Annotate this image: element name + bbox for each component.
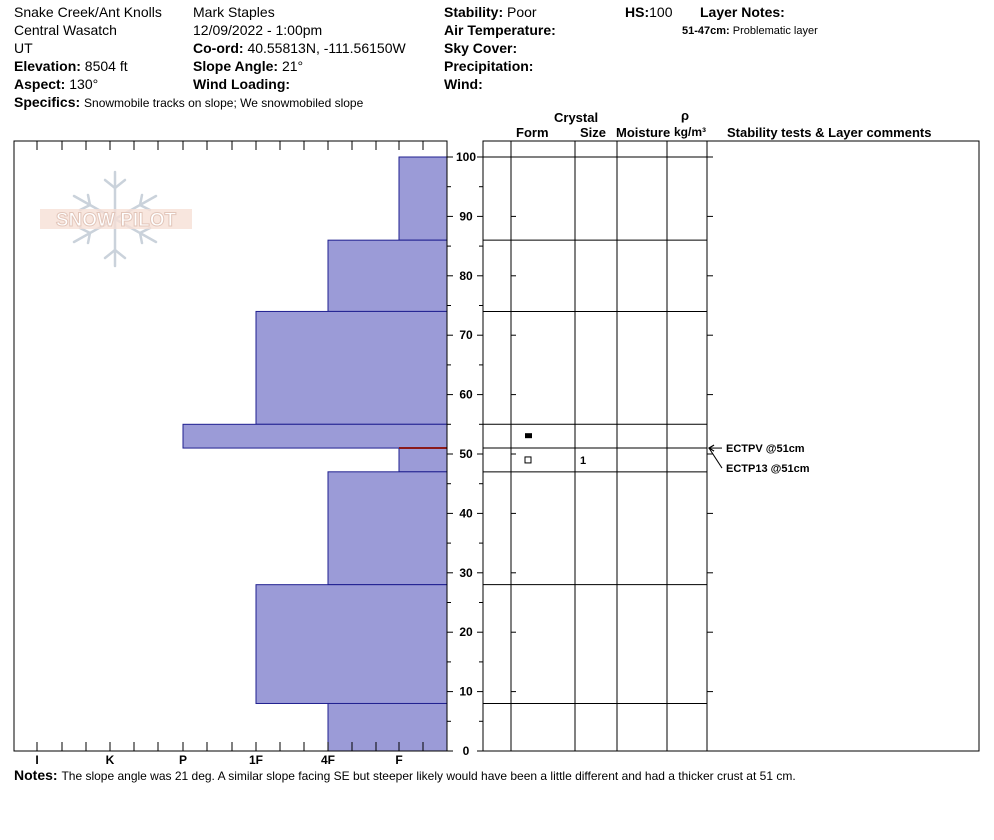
hardness-layer-6 <box>255 584 448 704</box>
hardness-tick-label-1f: 1F <box>249 753 263 767</box>
notes-row: Notes: The slope angle was 21 deg. A sim… <box>14 767 796 784</box>
aspect-label: Aspect: <box>14 76 66 92</box>
specifics-text: Snowmobile tracks on slope; We snowmobil… <box>84 96 364 110</box>
height-tick-label-80: 80 <box>459 269 473 283</box>
stability-test-label-0: ECTPV @51cm <box>726 443 805 455</box>
hardness-layer-2 <box>255 310 448 425</box>
height-axis: 0 10 20 30 40 50 60 70 80 90 100 <box>446 141 483 758</box>
rho-header: ρ <box>681 108 690 123</box>
grain-table: 1 <box>482 140 980 752</box>
hs-value: 100 <box>649 4 673 20</box>
grain-form-symbol-0 <box>525 433 532 439</box>
coord-row: Co-ord: 40.55813N, -111.56150W <box>193 40 406 56</box>
grain-size-1: 1 <box>580 455 586 467</box>
aspect-row: Aspect: 130° <box>14 76 98 92</box>
hardness-layer-7 <box>327 702 448 752</box>
stability-test-leader-1 <box>708 447 723 469</box>
location-name: Snake Creek/Ant Knolls <box>14 4 162 20</box>
hardness-layer-4 <box>398 447 448 473</box>
elevation-value: 8504 ft <box>84 58 128 74</box>
hardness-layer-5 <box>327 471 448 586</box>
slope-label: Slope Angle: <box>193 58 279 74</box>
hs-row: HS:100 <box>625 4 672 20</box>
stability-row: Stability: Poor <box>444 4 537 20</box>
height-tick-label-0: 0 <box>463 744 470 758</box>
notes-label: Notes: <box>14 767 58 783</box>
height-tick-label-10: 10 <box>459 685 473 699</box>
height-tick-label-100: 100 <box>456 150 476 164</box>
coord-value: 40.55813N, -111.56150W <box>247 40 406 56</box>
height-tick-label-70: 70 <box>459 328 473 342</box>
size-header: Size <box>580 125 607 140</box>
elevation-label: Elevation: <box>14 58 81 74</box>
hardness-tick-label-i: I <box>35 753 38 767</box>
grain-table-frame <box>482 140 980 752</box>
wind-label: Wind: <box>444 76 483 92</box>
grain-form-symbol-1 <box>524 456 532 464</box>
location-state: UT <box>14 40 33 56</box>
density-unit-header: kg/m³ <box>674 125 707 139</box>
layer-notes-label: Layer Notes: <box>700 4 785 20</box>
specifics-row: Specifics: Snowmobile tracks on slope; W… <box>14 94 363 111</box>
layer-notes-text: Problematic layer <box>732 25 818 37</box>
hardness-tick-label-4f: 4F <box>321 753 335 767</box>
height-tick-label-30: 30 <box>459 566 473 580</box>
hardness-tick-label-k: K <box>106 753 115 767</box>
stability-value: Poor <box>507 4 537 20</box>
moisture-header: Moisture <box>616 125 671 140</box>
sky-cover-label: Sky Cover: <box>444 40 518 56</box>
hardness-layer-3 <box>182 423 448 449</box>
hardness-layer-0 <box>398 156 448 241</box>
crystal-header: Crystal <box>554 110 599 125</box>
slope-row: Slope Angle: 21° <box>193 58 303 74</box>
height-tick-label-20: 20 <box>459 625 473 639</box>
snowpilot-logo: SNOW PILOT <box>40 170 192 268</box>
hardness-axis: I K P 1F 4F F <box>13 140 448 767</box>
stability-label: Stability: <box>444 4 504 20</box>
hardness-layer-1 <box>327 239 448 312</box>
slope-value: 21° <box>281 58 304 74</box>
form-header: Form <box>516 125 549 140</box>
hardness-tick-label-f: F <box>395 753 402 767</box>
height-tick-label-60: 60 <box>459 388 473 402</box>
height-tick-label-40: 40 <box>459 506 473 520</box>
aspect-value: 130° <box>69 76 99 92</box>
stability-test-marks: ECTPV @51cm ECTP13 @51cm <box>708 443 810 475</box>
height-tick-label-50: 50 <box>459 447 473 461</box>
elevation-row: Elevation: 8504 ft <box>14 58 128 74</box>
wind-loading-label: Wind Loading: <box>193 76 291 92</box>
location-range: Central Wasatch <box>14 22 117 38</box>
hardness-layers <box>182 156 448 752</box>
precipitation-label: Precipitation: <box>444 58 534 74</box>
air-temp-label: Air Temperature: <box>444 22 556 38</box>
observer-name: Mark Staples <box>193 4 275 20</box>
height-tick-label-90: 90 <box>459 209 473 223</box>
specifics-label: Specifics: <box>14 94 81 110</box>
stability-test-label-1: ECTP13 @51cm <box>726 463 810 475</box>
hardness-tick-label-p: P <box>179 753 187 767</box>
logo-text: SNOW PILOT <box>56 210 177 231</box>
coord-label: Co-ord: <box>193 40 244 56</box>
hs-label: HS: <box>625 4 650 20</box>
wind-loading-row: Wind Loading: <box>193 76 290 92</box>
layer-notes-row: 51-47cm: Problematic layer <box>682 23 818 39</box>
observation-datetime: 12/09/2022 - 1:00pm <box>193 22 323 38</box>
layer-notes-range: 51-47cm: <box>682 25 730 37</box>
notes-text: The slope angle was 21 deg. A similar sl… <box>61 769 796 783</box>
stability-tests-header: Stability tests & Layer comments <box>727 125 932 140</box>
stability-test-arrow-1 <box>708 444 715 452</box>
